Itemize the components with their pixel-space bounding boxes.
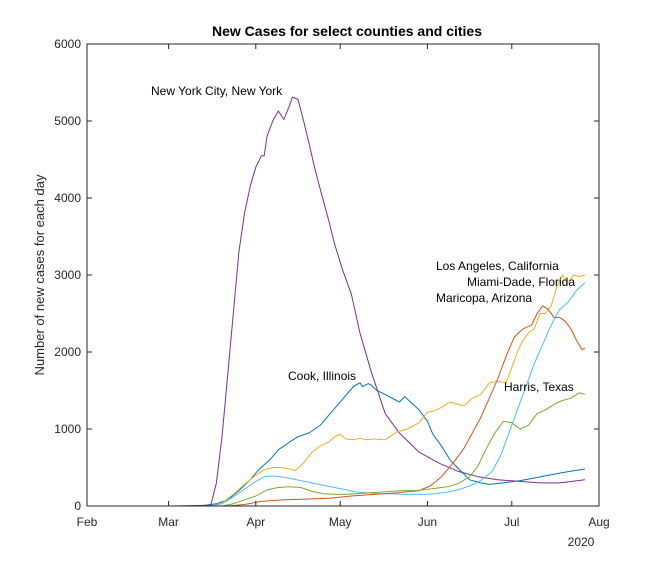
y-tick-label: 1000	[54, 422, 81, 436]
annotation-maricopa: Maricopa, Arizona	[436, 291, 532, 305]
series-line-miami-dade-florida	[109, 282, 586, 507]
x-tick-label: Jul	[504, 515, 519, 529]
x-tick-label: Mar	[158, 515, 179, 529]
y-axis: 0 1000 2000 3000 4000 5000 6000	[54, 37, 599, 513]
annotation-los-angeles: Los Angeles, California	[436, 259, 559, 273]
y-tick-label: 2000	[54, 345, 81, 359]
series-layer	[109, 96, 586, 507]
annotation-new-york-city: New York City, New York	[151, 84, 283, 98]
annotation-harris: Harris, Texas	[504, 380, 574, 394]
y-tick-label: 3000	[54, 268, 81, 282]
x-tick-label: Feb	[77, 515, 98, 529]
series-line-los-angeles-california	[109, 274, 586, 507]
y-tick-label: 4000	[54, 191, 81, 205]
y-tick-label: 5000	[54, 114, 81, 128]
x-axis: Feb Mar Apr May Jun Jul Aug	[77, 44, 610, 529]
series-line-new-york-city-new-york	[109, 96, 585, 507]
series-line-maricopa-arizona	[109, 305, 586, 507]
x-tick-label: Apr	[246, 515, 265, 529]
y-tick-label: 0	[74, 499, 81, 513]
x-year-label: 2020	[568, 535, 595, 549]
x-tick-label: Aug	[588, 515, 609, 529]
series-line-harris-texas	[109, 392, 586, 507]
annotation-miami-dade: Miami-Dade, Florida	[467, 275, 575, 289]
x-tick-label: Jun	[418, 515, 437, 529]
annotation-cook: Cook, Illinois	[288, 369, 356, 383]
y-axis-label: Number of new cases for each day	[32, 174, 47, 375]
chart-title: New Cases for select counties and cities	[212, 23, 482, 39]
y-tick-label: 6000	[54, 37, 81, 51]
x-tick-label: May	[329, 515, 352, 529]
series-line-cook-illinois	[109, 382, 585, 507]
